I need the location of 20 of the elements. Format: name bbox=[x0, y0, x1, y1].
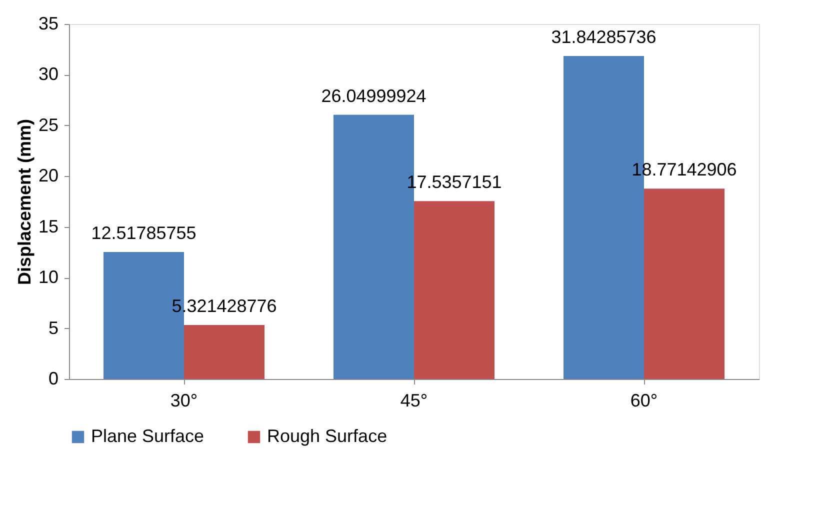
y-tick-label: 5 bbox=[48, 318, 58, 338]
y-tick-label: 30 bbox=[38, 64, 58, 84]
data-label: 12.51785755 bbox=[91, 223, 196, 244]
legend-label: Rough Surface bbox=[267, 426, 388, 446]
data-label: 26.04999924 bbox=[321, 86, 426, 106]
bar bbox=[184, 325, 264, 379]
y-tick-label: 25 bbox=[38, 114, 58, 135]
x-tick-label: 60° bbox=[630, 390, 658, 410]
y-tick-label: 10 bbox=[38, 267, 58, 288]
x-tick-label: 30° bbox=[170, 390, 198, 410]
y-axis-title: Displacement (mm) bbox=[14, 118, 34, 286]
y-tick-label: 35 bbox=[38, 14, 58, 34]
data-label: 31.84285736 bbox=[551, 27, 656, 48]
y-tick-label: 0 bbox=[48, 368, 58, 388]
y-tick-label: 15 bbox=[38, 216, 58, 236]
legend-label: Plane Surface bbox=[91, 426, 204, 446]
x-tick-label: 45° bbox=[400, 390, 428, 410]
y-tick-label: 20 bbox=[38, 166, 58, 186]
bar bbox=[644, 188, 724, 379]
bar bbox=[414, 201, 494, 379]
